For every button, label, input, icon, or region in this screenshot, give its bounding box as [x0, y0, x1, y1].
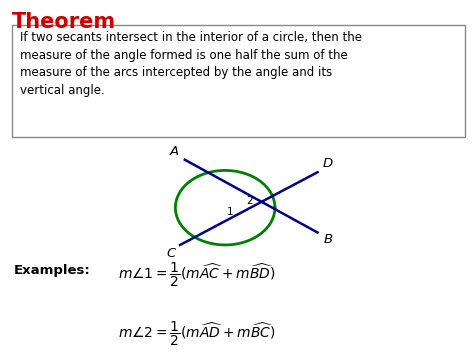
Text: C: C — [166, 247, 175, 260]
Text: If two secants intersect in the interior of a circle, then the
measure of the an: If two secants intersect in the interior… — [20, 31, 363, 97]
Text: D: D — [322, 157, 333, 170]
Text: Theorem: Theorem — [12, 12, 116, 32]
Text: Examples:: Examples: — [13, 264, 90, 278]
Text: 2: 2 — [246, 196, 253, 206]
Text: $m\angle 1=\dfrac{1}{2}(m\widehat{AC}+m\widehat{BD})$: $m\angle 1=\dfrac{1}{2}(m\widehat{AC}+m\… — [118, 261, 276, 289]
Text: B: B — [323, 233, 332, 246]
Text: 1: 1 — [227, 207, 233, 217]
Text: $m\angle 2=\dfrac{1}{2}(m\widehat{AD}+m\widehat{BC})$: $m\angle 2=\dfrac{1}{2}(m\widehat{AD}+m\… — [118, 320, 276, 348]
Bar — [12, 25, 465, 137]
Text: A: A — [170, 145, 179, 158]
